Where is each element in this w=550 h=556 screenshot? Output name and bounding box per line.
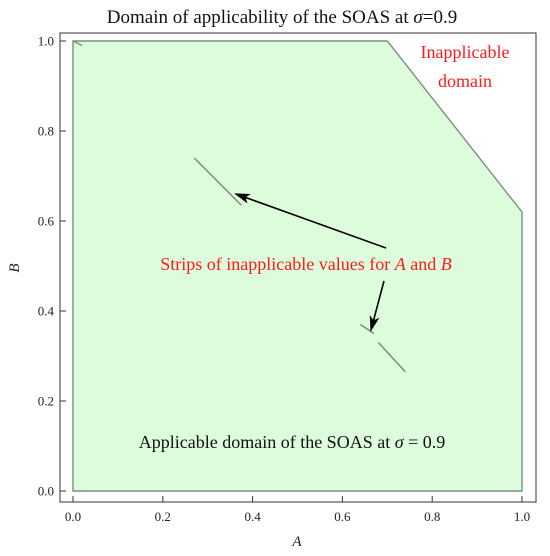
x-tick-label: 0.2 — [155, 509, 171, 524]
x-tick-label: 0.6 — [334, 509, 351, 524]
x-tick-label: 0.4 — [244, 509, 261, 524]
applicable-annotation-suffix: = 0.9 — [404, 432, 446, 452]
y-tick-label: 0.4 — [38, 304, 55, 319]
x-tick-label: 0.0 — [65, 509, 81, 524]
title-sigma: σ — [413, 7, 423, 28]
arrow-to-lower-strip — [369, 280, 385, 332]
inapplicable-label-line1: Inapplicable — [421, 42, 510, 62]
x-axis-ticks: 0.0 0.2 0.4 0.6 0.8 1.0 — [65, 496, 530, 524]
y-tick-label: 0.2 — [38, 394, 54, 409]
strips-annotation: Strips of inapplicable values for A and … — [160, 254, 451, 274]
strips-annotation-b: B — [441, 254, 452, 274]
strip-line-2 — [193, 157, 242, 206]
y-axis-label: B — [7, 263, 23, 272]
applicable-annotation-prefix: Applicable domain of the SOAS at — [139, 432, 395, 452]
strips-annotation-a: A — [394, 254, 407, 274]
title-prefix: Domain of applicability of the SOAS at — [107, 7, 414, 28]
strip-line-4 — [377, 341, 406, 373]
y-tick-label: 0.6 — [38, 214, 55, 229]
strip-line-3 — [359, 323, 375, 335]
chart-title: Domain of applicability of the SOAS at σ… — [107, 7, 457, 28]
x-axis-label: A — [291, 534, 302, 550]
x-tick-label: 0.8 — [424, 509, 440, 524]
inapplicable-label-line2: domain — [438, 71, 492, 91]
strips-annotation-and: and — [406, 254, 441, 274]
x-tick-label: 1.0 — [514, 509, 530, 524]
strip-line-1 — [72, 40, 83, 47]
y-axis-ticks: 0.0 0.2 0.4 0.6 0.8 1.0 — [38, 34, 66, 499]
arrow-to-upper-strip — [234, 193, 387, 249]
strips-annotation-prefix: Strips of inapplicable values for — [160, 254, 394, 274]
applicable-region — [72, 40, 523, 492]
title-suffix: =0.9 — [423, 7, 457, 28]
y-tick-label: 1.0 — [38, 34, 54, 49]
y-tick-label: 0.8 — [38, 124, 54, 139]
y-tick-label: 0.0 — [38, 484, 54, 499]
applicable-annotation-sigma: σ — [395, 432, 405, 452]
inapplicable-strips — [72, 40, 406, 373]
plot-frame — [59, 32, 537, 503]
applicable-annotation: Applicable domain of the SOAS at σ = 0.9 — [139, 432, 446, 452]
